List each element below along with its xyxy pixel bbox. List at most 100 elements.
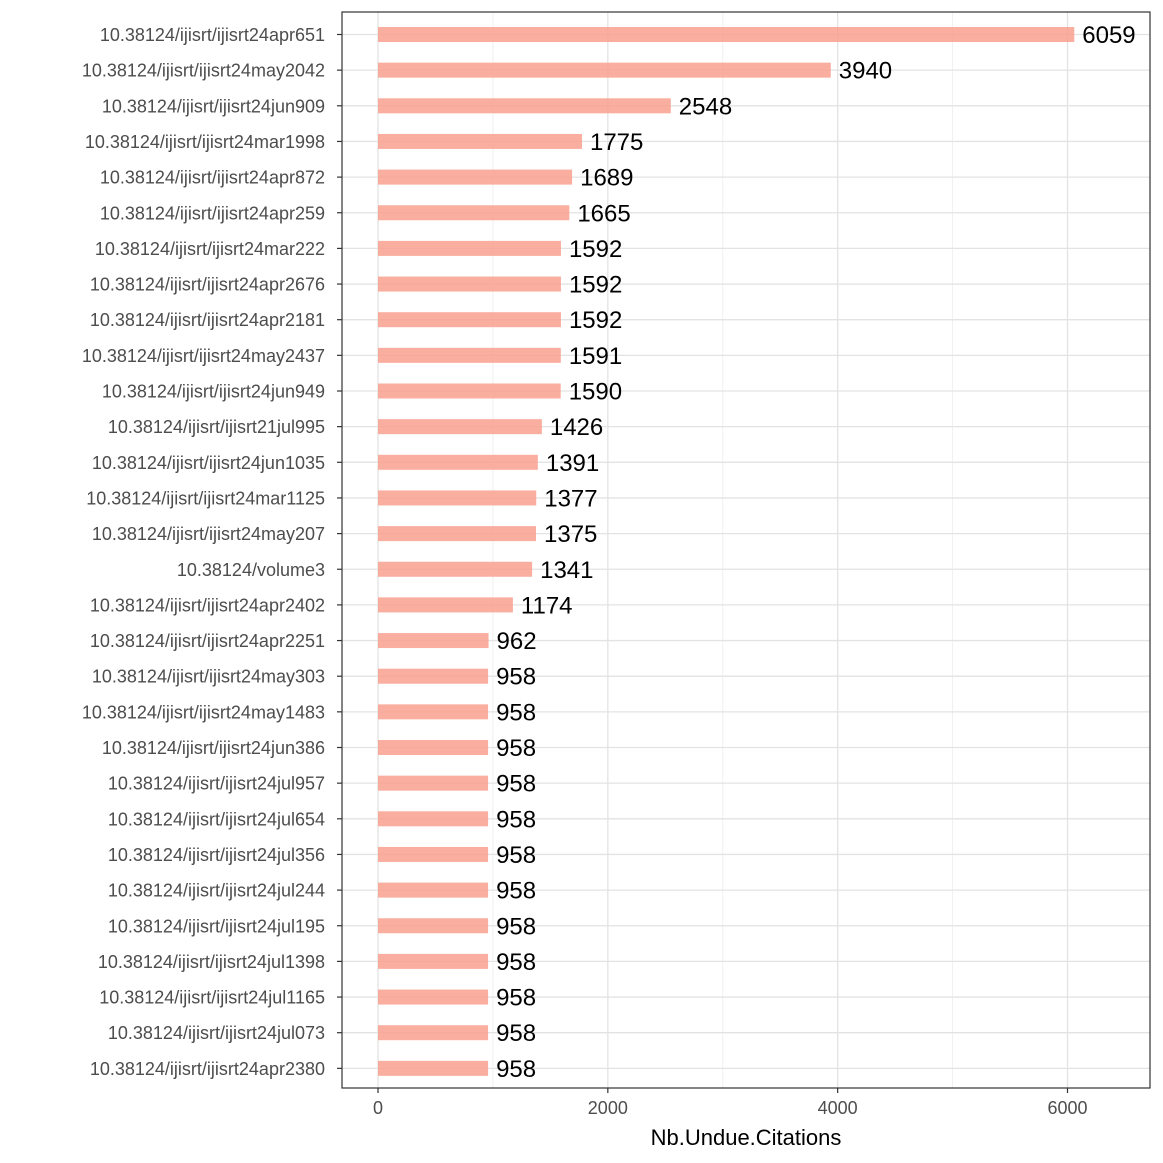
value-label: 1377	[544, 485, 597, 512]
value-label: 3940	[839, 58, 892, 85]
value-label: 958	[496, 1056, 536, 1083]
y-tick-label: 10.38124/ijisrt/ijisrt24apr259	[100, 203, 325, 223]
y-tick-label: 10.38124/ijisrt/ijisrt24jul1398	[98, 952, 325, 972]
value-label: 1689	[580, 165, 633, 192]
y-tick-label: 10.38124/ijisrt/ijisrt24apr2251	[90, 631, 325, 651]
bar	[378, 633, 489, 649]
bar	[378, 312, 561, 328]
y-tick-label: 10.38124/ijisrt/ijisrt24apr651	[100, 25, 325, 45]
y-tick-label: 10.38124/ijisrt/ijisrt24apr872	[100, 168, 325, 188]
bar	[378, 811, 489, 827]
bar	[378, 347, 561, 363]
bar	[378, 169, 573, 185]
x-tick-label: 0	[373, 1098, 383, 1118]
value-label: 1592	[569, 307, 622, 334]
value-label: 958	[496, 985, 536, 1012]
y-tick-label: 10.38124/ijisrt/ijisrt24apr2181	[90, 310, 325, 330]
value-label: 958	[496, 913, 536, 940]
y-tick-label: 10.38124/ijisrt/ijisrt24jun909	[102, 96, 325, 116]
y-tick-label: 10.38124/ijisrt/ijisrt24jul356	[108, 845, 325, 865]
bars	[378, 27, 1075, 1076]
y-tick-label: 10.38124/ijisrt/ijisrt24may1483	[82, 702, 325, 722]
x-axis-title: Nb.Undue.Citations	[651, 1125, 842, 1150]
bar	[378, 1060, 489, 1076]
y-tick-label: 10.38124/ijisrt/ijisrt24mar222	[95, 239, 325, 259]
bar	[378, 454, 538, 470]
y-tick-label: 10.38124/ijisrt/ijisrt24jul957	[108, 774, 325, 794]
y-tick-label: 10.38124/ijisrt/ijisrt24jun386	[102, 738, 325, 758]
y-tick-label: 10.38124/ijisrt/ijisrt24jul195	[108, 916, 325, 936]
value-label: 962	[497, 628, 537, 655]
bar	[378, 383, 561, 399]
value-label: 958	[496, 664, 536, 691]
bar	[378, 1025, 489, 1041]
x-tick-label: 6000	[1047, 1098, 1087, 1118]
value-label: 1775	[590, 129, 643, 156]
bar	[378, 98, 671, 114]
bar	[378, 240, 561, 256]
value-label: 1426	[550, 414, 603, 441]
y-tick-label: 10.38124/ijisrt/ijisrt24jun949	[102, 382, 325, 402]
y-tick-label: 10.38124/volume3	[177, 560, 325, 580]
bar	[378, 597, 513, 613]
y-tick-label: 10.38124/ijisrt/ijisrt21jul995	[108, 417, 325, 437]
bar	[378, 918, 489, 934]
y-tick-label: 10.38124/ijisrt/ijisrt24jul654	[108, 809, 325, 829]
bar	[378, 953, 489, 969]
value-label: 1341	[540, 557, 593, 584]
value-label: 1665	[577, 200, 630, 227]
value-label: 1590	[569, 379, 622, 406]
bar	[378, 561, 533, 577]
bar	[378, 205, 570, 221]
y-tick-label: 10.38124/ijisrt/ijisrt24apr2402	[90, 595, 325, 615]
y-tick-label: 10.38124/ijisrt/ijisrt24jun1035	[92, 453, 325, 473]
value-label: 1591	[569, 343, 622, 370]
bar	[378, 704, 489, 720]
bar	[378, 882, 489, 898]
plot-panel-border	[341, 11, 1151, 1089]
bar	[378, 490, 537, 506]
value-labels: 6059 3940 2548 1775 1689 1665 1592 1592 1592 1591…	[496, 22, 1136, 1083]
x-tick-label: 4000	[818, 1098, 858, 1118]
bar	[378, 133, 582, 149]
y-tick-label: 10.38124/ijisrt/ijisrt24jul073	[108, 1023, 325, 1043]
y-tick-label: 10.38124/ijisrt/ijisrt24may2042	[82, 61, 325, 81]
value-label: 958	[496, 806, 536, 833]
bar	[378, 775, 489, 791]
value-label: 958	[496, 878, 536, 905]
bar	[378, 27, 1075, 42]
x-tick-label: 2000	[588, 1098, 628, 1118]
bar	[378, 62, 831, 78]
value-label: 1375	[544, 521, 597, 548]
value-label: 6059	[1082, 22, 1135, 49]
y-tick-label: 10.38124/ijisrt/ijisrt24may2437	[82, 346, 325, 366]
bar	[378, 419, 542, 435]
y-tick-label: 10.38124/ijisrt/ijisrt24jul1165	[99, 988, 325, 1008]
value-label: 1592	[569, 236, 622, 263]
y-tick-label: 10.38124/ijisrt/ijisrt24apr2380	[90, 1059, 325, 1079]
value-label: 958	[496, 771, 536, 798]
value-label: 1592	[569, 272, 622, 299]
bar	[378, 989, 489, 1005]
y-tick-label: 10.38124/ijisrt/ijisrt24mar1998	[85, 132, 325, 152]
value-label: 958	[496, 735, 536, 762]
y-tick-label: 10.38124/ijisrt/ijisrt24may207	[92, 524, 325, 544]
value-label: 958	[496, 842, 536, 869]
bar	[378, 740, 489, 755]
x-axis: 0 2000 4000 6000	[373, 1088, 1088, 1118]
bar	[378, 526, 537, 542]
y-tick-label: 10.38124/ijisrt/ijisrt24jul244	[108, 881, 325, 901]
value-label: 958	[496, 1020, 536, 1047]
bar	[378, 668, 489, 684]
bar	[378, 276, 561, 292]
y-tick-label: 10.38124/ijisrt/ijisrt24may303	[92, 667, 325, 687]
y-tick-label: 10.38124/ijisrt/ijisrt24apr2676	[90, 275, 325, 295]
value-label: 1174	[521, 592, 573, 619]
bar	[378, 846, 489, 862]
value-label: 1391	[546, 450, 599, 477]
value-label: 2548	[679, 93, 732, 120]
y-tick-label: 10.38124/ijisrt/ijisrt24mar1125	[86, 488, 325, 508]
value-label: 958	[496, 699, 536, 726]
value-label: 958	[496, 949, 536, 976]
